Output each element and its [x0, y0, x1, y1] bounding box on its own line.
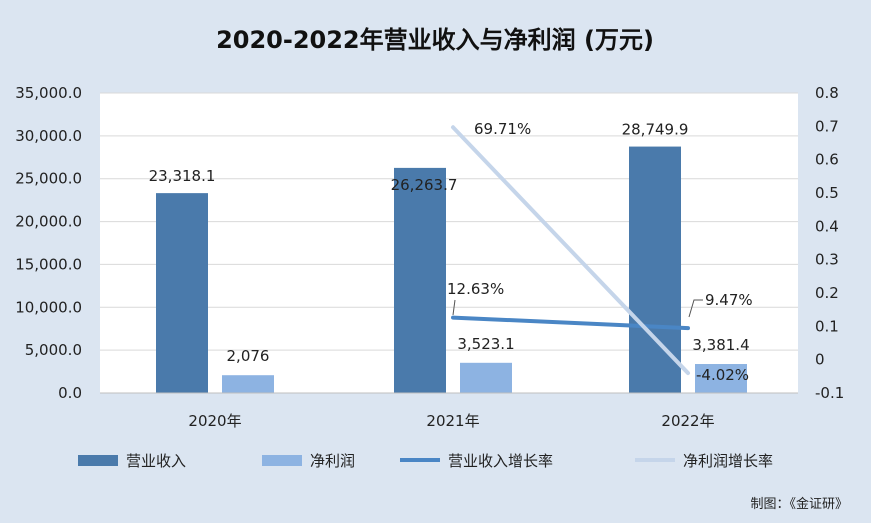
plot-background [100, 93, 798, 393]
y-left-tick-label: 0.0 [58, 384, 82, 402]
legend-label: 营业收入 [126, 452, 186, 470]
y-left-tick-label: 20,000.0 [15, 213, 82, 231]
y-right-tick-label: 0.8 [815, 84, 839, 102]
bar-data-label: 2,076 [227, 347, 270, 365]
y-left-tick-label: 15,000.0 [15, 255, 82, 273]
y-left-tick-label: 35,000.0 [15, 84, 82, 102]
bar-net-profit [695, 364, 747, 393]
bar-revenue [156, 193, 208, 393]
bar-net-profit [222, 375, 274, 393]
line-data-label: 12.63% [447, 280, 504, 298]
y-left-tick-label: 30,000.0 [15, 127, 82, 145]
y-left-tick-label: 25,000.0 [15, 170, 82, 188]
y-right-tick-label: 0.6 [815, 151, 839, 169]
line-data-label: -4.02% [696, 366, 749, 384]
x-tick-label: 2021年 [426, 412, 479, 430]
y-right-tick-label: 0.3 [815, 251, 839, 269]
legend-label: 营业收入增长率 [448, 452, 553, 470]
bar-data-label: 3,523.1 [457, 335, 514, 353]
y-right-tick-label: 0.1 [815, 317, 839, 335]
y-right-tick-label: 0.5 [815, 184, 839, 202]
y-right-tick-label: 0 [815, 351, 825, 369]
line-profit-growth [451, 125, 690, 376]
plot-area: 0.0 5,000.0 10,000.0 15,000.0 20,000.0 25,000… [15, 84, 844, 430]
bar-data-label: 26,263.7 [391, 176, 458, 194]
source-note: 制图：《金证研》 [750, 496, 848, 512]
legend-label: 净利润 [310, 452, 355, 470]
line-data-label: 9.47% [705, 291, 753, 309]
bar-revenue [394, 167, 446, 393]
legend-swatch [262, 455, 302, 466]
leader-line [688, 299, 703, 318]
legend-swatch [78, 455, 118, 466]
legend-label: 净利润增长率 [683, 452, 773, 470]
legend: 营业收入 净利润 营业收入增长率 净利润增长率 [78, 452, 773, 470]
leader-line [452, 299, 456, 316]
y-left-tick-label: 5,000.0 [25, 341, 82, 359]
y-left-tick-label: 10,000.0 [15, 298, 82, 316]
bar-data-label: 23,318.1 [149, 167, 216, 185]
x-tick-label: 2022年 [661, 412, 714, 430]
y-right-tick-label: 0.2 [815, 284, 839, 302]
bar-data-label: 3,381.4 [692, 336, 749, 354]
chart-title: 2020-2022年营业收入与净利润 (万元) [216, 26, 654, 54]
y-right-tick-label: 0.4 [815, 217, 839, 235]
bar-revenue [629, 146, 681, 393]
y-right-tick-label: 0.7 [815, 117, 839, 135]
bar-net-profit [460, 362, 512, 393]
x-tick-label: 2020年 [188, 412, 241, 430]
line-data-label: 69.71% [474, 120, 531, 138]
y-right-tick-label: -0.1 [815, 384, 844, 402]
bar-data-label: 28,749.9 [622, 121, 689, 139]
line-revenue-growth [451, 315, 690, 331]
